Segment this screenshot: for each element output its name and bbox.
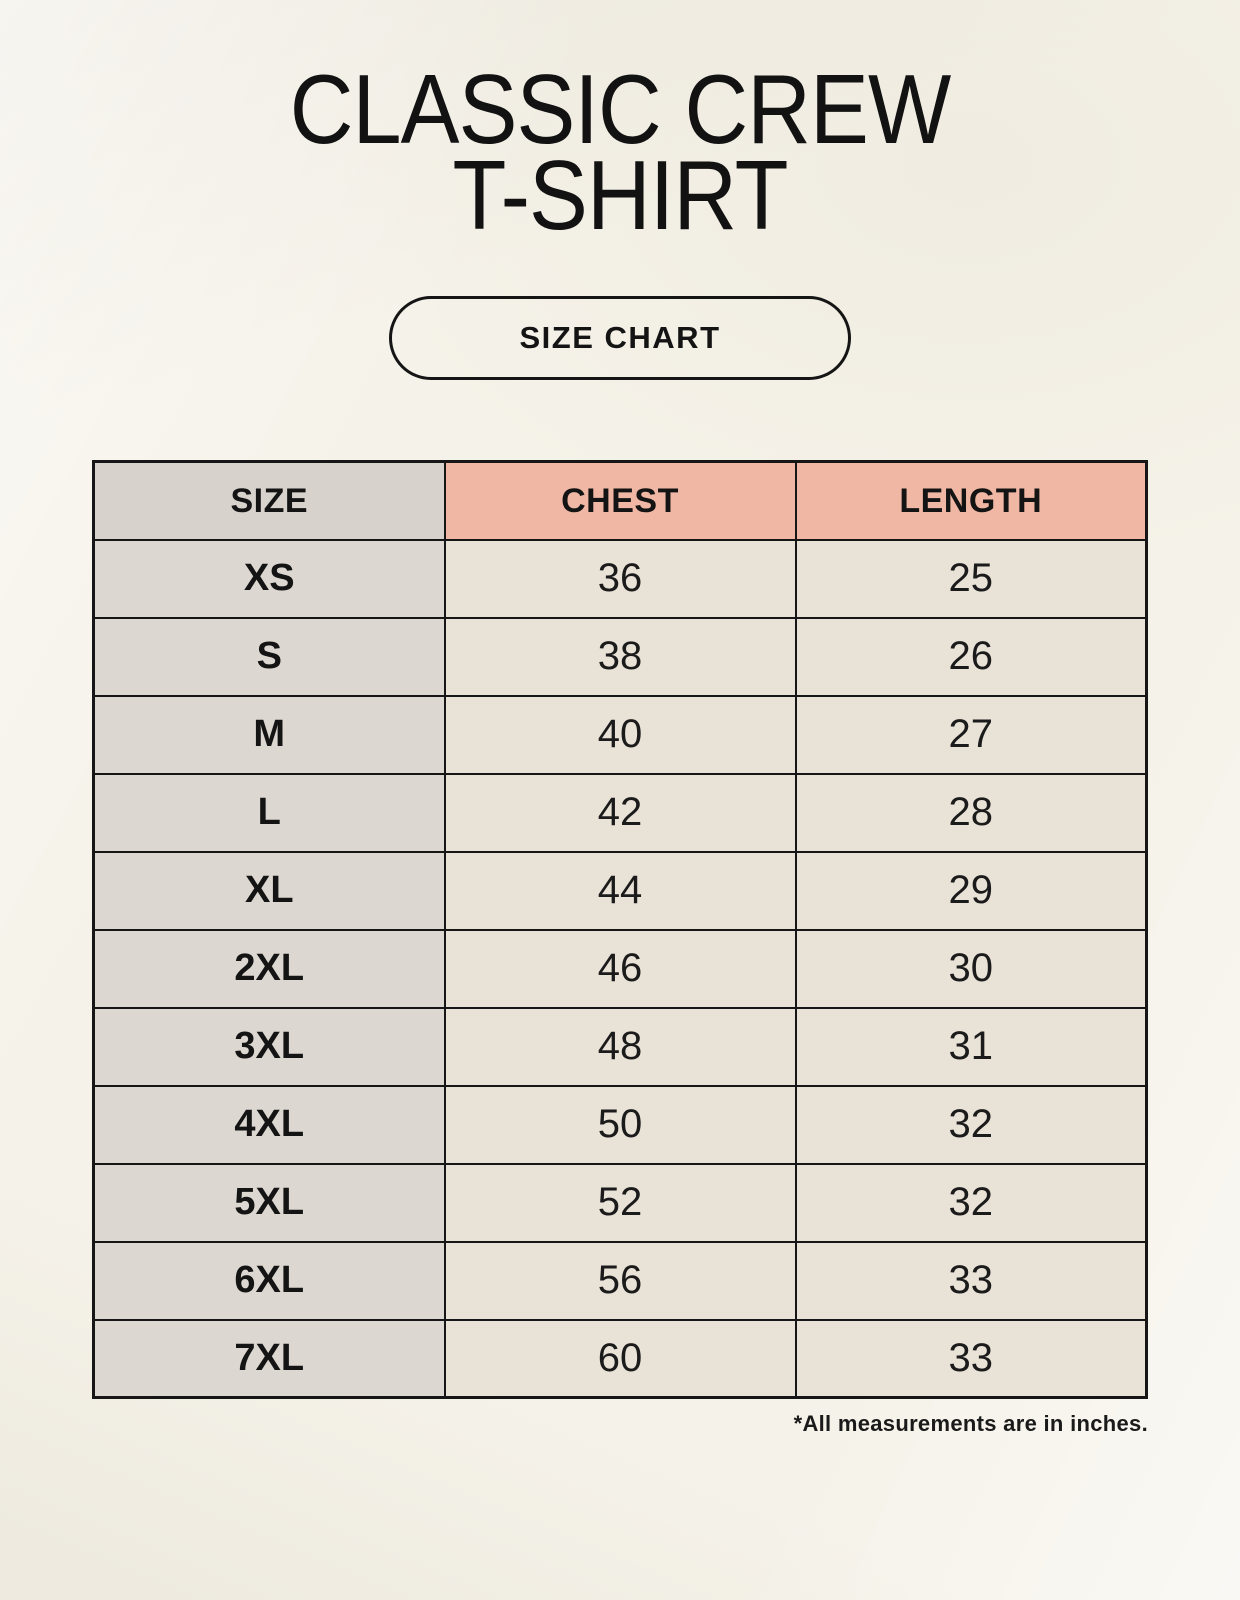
size-row-2xl: 2XL 46 30 bbox=[92, 928, 1148, 1009]
length-value: 29 bbox=[794, 850, 1148, 931]
chest-value: 60 bbox=[443, 1318, 797, 1399]
size-table: SIZE CHEST LENGTH XS 36 25 S 38 26 M 40 27 L 42 28 XL 4… bbox=[92, 460, 1148, 1400]
size-chart-button-label: SIZE CHART bbox=[519, 320, 721, 356]
column-header-chest: CHEST bbox=[443, 460, 797, 541]
chest-value: 50 bbox=[443, 1084, 797, 1165]
size-label: 7XL bbox=[92, 1318, 446, 1399]
length-value: 25 bbox=[794, 538, 1148, 619]
size-label: L bbox=[92, 772, 446, 853]
length-value: 26 bbox=[794, 616, 1148, 697]
chest-value: 36 bbox=[443, 538, 797, 619]
page-title: CLASSIC CREW T-SHIRT bbox=[290, 60, 952, 244]
size-row-l: L 42 28 bbox=[92, 772, 1148, 853]
size-label: 2XL bbox=[92, 928, 446, 1009]
size-row-3xl: 3XL 48 31 bbox=[92, 1006, 1148, 1087]
size-chart-button[interactable]: SIZE CHART bbox=[389, 296, 851, 381]
size-row-xs: XS 36 25 bbox=[92, 538, 1148, 619]
column-header-length: LENGTH bbox=[794, 460, 1148, 541]
length-value: 30 bbox=[794, 928, 1148, 1009]
size-label: 6XL bbox=[92, 1240, 446, 1321]
chest-value: 40 bbox=[443, 694, 797, 775]
chest-value: 52 bbox=[443, 1162, 797, 1243]
page-title-line1: CLASSIC CREW bbox=[289, 54, 952, 164]
page-title-line2: T-SHIRT bbox=[452, 140, 788, 251]
length-value: 33 bbox=[794, 1240, 1148, 1321]
size-label: S bbox=[92, 616, 446, 697]
length-value: 31 bbox=[794, 1006, 1148, 1087]
length-value: 32 bbox=[794, 1084, 1148, 1165]
size-label: 4XL bbox=[92, 1084, 446, 1165]
size-row-s: S 38 26 bbox=[92, 616, 1148, 697]
size-row-4xl: 4XL 50 32 bbox=[92, 1084, 1148, 1165]
size-row-6xl: 6XL 56 33 bbox=[92, 1240, 1148, 1321]
length-value: 33 bbox=[794, 1318, 1148, 1399]
column-header-size: SIZE bbox=[92, 460, 446, 541]
chest-value: 44 bbox=[443, 850, 797, 931]
header-row: SIZE CHEST LENGTH bbox=[92, 460, 1148, 541]
length-value: 27 bbox=[794, 694, 1148, 775]
chest-value: 56 bbox=[443, 1240, 797, 1321]
size-row-m: M 40 27 bbox=[92, 694, 1148, 775]
size-label: M bbox=[92, 694, 446, 775]
size-row-7xl: 7XL 60 33 bbox=[92, 1318, 1148, 1399]
size-row-5xl: 5XL 52 32 bbox=[92, 1162, 1148, 1243]
size-label: XS bbox=[92, 538, 446, 619]
chest-value: 46 bbox=[443, 928, 797, 1009]
size-label: 5XL bbox=[92, 1162, 446, 1243]
measurements-footnote: *All measurements are in inches. bbox=[793, 1411, 1148, 1437]
size-table-header: SIZE CHEST LENGTH bbox=[92, 460, 1148, 541]
size-label: 3XL bbox=[92, 1006, 446, 1087]
length-value: 32 bbox=[794, 1162, 1148, 1243]
size-row-xl: XL 44 29 bbox=[92, 850, 1148, 931]
size-label: XL bbox=[92, 850, 446, 931]
chest-value: 38 bbox=[443, 616, 797, 697]
chest-value: 48 bbox=[443, 1006, 797, 1087]
chest-value: 42 bbox=[443, 772, 797, 853]
size-table-body: XS 36 25 S 38 26 M 40 27 L 42 28 XL 44 29 2XL 46 30 3XL 48 3… bbox=[92, 538, 1148, 1399]
length-value: 28 bbox=[794, 772, 1148, 853]
